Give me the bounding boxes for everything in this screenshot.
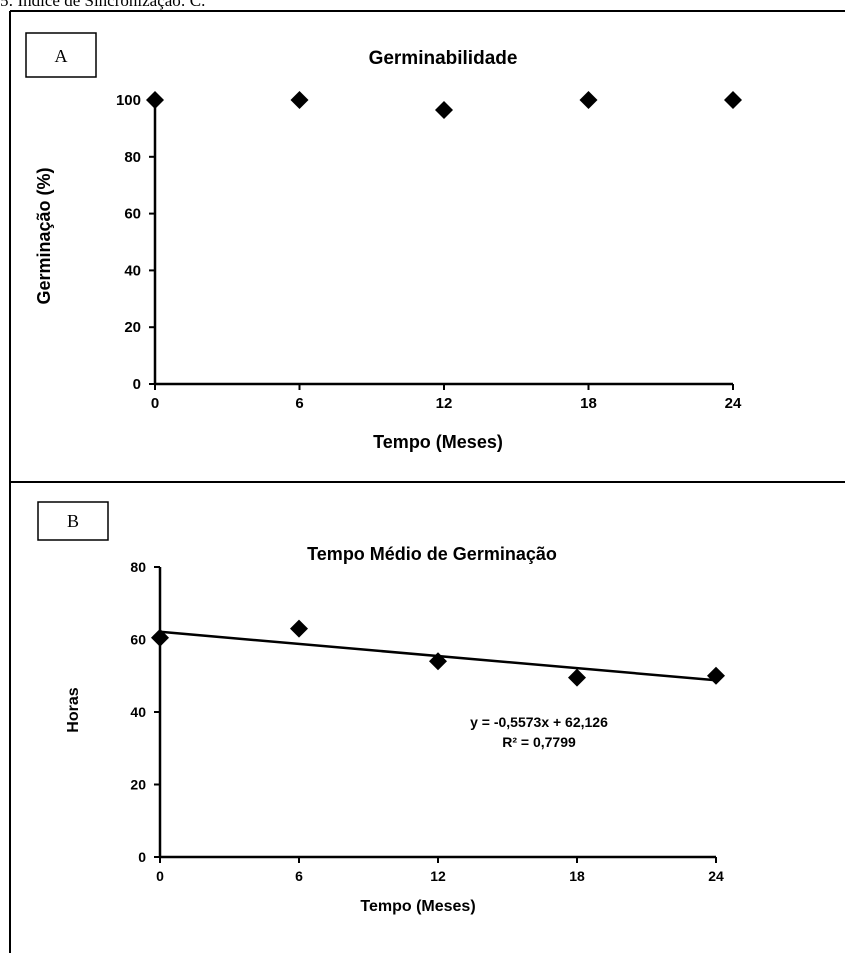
y-tick-label: 80 — [124, 149, 141, 166]
x-tick-label: 24 — [725, 395, 742, 412]
chart-title: Germinabilidade — [369, 48, 518, 69]
y-tick-label: 20 — [130, 777, 146, 793]
y-tick-label: 0 — [138, 849, 146, 865]
data-point — [724, 91, 742, 109]
x-tick-label: 6 — [295, 395, 303, 412]
x-axis-label: Tempo (Meses) — [360, 898, 475, 915]
data-point — [429, 652, 447, 671]
y-tick-label: 100 — [116, 92, 141, 109]
chart-title: Tempo Médio de Germinação — [307, 544, 557, 564]
data-point — [707, 666, 725, 685]
y-axis-label: Germinação (%) — [34, 167, 54, 304]
panel-a-label-box — [25, 32, 97, 78]
y-tick-label: 0 — [133, 376, 141, 393]
data-point — [290, 91, 309, 109]
y-tick-label: 60 — [130, 632, 146, 648]
chart-tempo-medio: 0 6 12 18 24 0 20 40 60 80 Tempo Médio de Germinaç… — [65, 544, 725, 915]
x-tick-label: 24 — [708, 868, 724, 884]
x-tick-label: 0 — [156, 868, 164, 884]
x-tick-label: 12 — [430, 868, 446, 884]
y-tick-label: 60 — [124, 206, 141, 223]
trendline-equation: y = -0,5573x + 62,126 — [470, 714, 608, 730]
y-tick-label: 40 — [124, 262, 141, 279]
figure-caption: 5: Índice de Sincronização: C. — [0, 0, 206, 10]
y-axis-label: Horas — [65, 687, 82, 732]
data-point — [568, 668, 586, 687]
x-tick-label: 18 — [569, 868, 585, 884]
data-point — [579, 91, 598, 109]
data-point — [151, 628, 169, 647]
data-point — [290, 619, 308, 638]
data-point — [146, 91, 164, 109]
x-axis-label: Tempo (Meses) — [373, 432, 503, 452]
x-tick-label: 12 — [436, 395, 453, 412]
chart-germinabilidade: 0 6 12 18 24 0 20 40 60 80 100 Germinabilidade Tempo… — [34, 48, 742, 452]
trendline-equation: R² = 0,7799 — [502, 734, 576, 750]
y-tick-label: 40 — [130, 704, 146, 720]
data-point — [435, 100, 453, 119]
panel-b-label: B — [67, 511, 79, 531]
y-tick-label: 80 — [130, 559, 146, 575]
x-tick-label: 6 — [295, 868, 303, 884]
x-tick-label: 0 — [151, 395, 159, 412]
x-tick-label: 18 — [580, 395, 597, 412]
panel-b-label-box — [37, 501, 109, 541]
y-tick-label: 20 — [124, 319, 141, 336]
panel-a-label: A — [55, 46, 68, 66]
